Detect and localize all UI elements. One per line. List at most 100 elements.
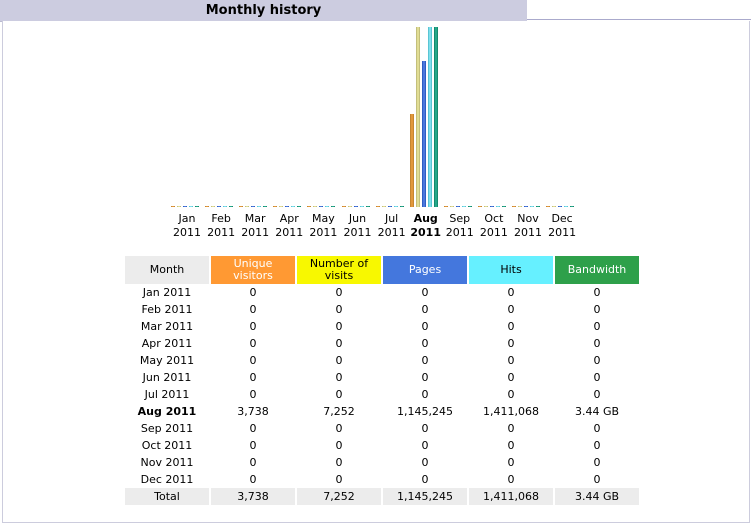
month-name: Jan — [178, 212, 196, 225]
total-hits-cell: 1,411,068 — [469, 488, 553, 505]
unique-visitors-bar — [273, 206, 278, 207]
x-axis-month-label: Oct 2011 — [477, 212, 511, 240]
pages-cell: 0 — [421, 439, 429, 452]
total-bandwidth-cell: 3.44 GB — [555, 488, 639, 505]
unique-visitors-cell: 0 — [249, 473, 257, 486]
table-row: Apr 2011 0 0 0 0 0 — [125, 335, 639, 352]
unique-visitors-bar — [546, 206, 551, 207]
bandwidth-bar — [195, 206, 199, 207]
x-axis-month-label: Aug 2011 — [409, 212, 443, 240]
x-axis-month-label: Jul 2011 — [375, 212, 409, 240]
table-row: Feb 2011 0 0 0 0 0 — [125, 301, 639, 318]
unique-visitors-bar — [512, 206, 516, 207]
bandwidth-cell: 0 — [593, 354, 601, 367]
unique-visitors-cell: 0 — [249, 320, 257, 333]
bandwidth-cell: 3.44 GB — [574, 405, 620, 418]
hits-cell: 0 — [507, 303, 515, 316]
pages-bar — [387, 206, 392, 207]
month-year: 2011 — [514, 226, 542, 239]
unique-visitors-bar — [341, 206, 346, 207]
x-axis-month-label: Jan 2011 — [170, 212, 204, 240]
visits-bar — [552, 206, 557, 207]
x-axis-month-label: Feb 2011 — [204, 212, 238, 240]
month-year: 2011 — [309, 226, 338, 239]
pages-cell: 0 — [421, 473, 429, 486]
x-axis-month-label: Mar 2011 — [238, 212, 272, 240]
bandwidth-cell: 0 — [593, 439, 601, 452]
total-month-cell: Total — [125, 488, 209, 505]
month-cell: Jul 2011 — [144, 388, 190, 401]
header-hits: Hits — [469, 256, 553, 284]
pages-cell: 0 — [421, 422, 429, 435]
hits-cell: 0 — [507, 473, 515, 486]
unique-visitors-bar — [205, 206, 210, 207]
month-year: 2011 — [173, 226, 201, 239]
hits-bar — [257, 206, 262, 207]
pages-bar — [524, 206, 528, 207]
unique-visitors-bar — [239, 206, 244, 207]
hits-bar — [359, 206, 364, 207]
visits-bar — [245, 206, 250, 207]
bandwidth-bar — [365, 206, 370, 207]
month-name: Feb — [211, 212, 231, 225]
visits-bar — [381, 206, 386, 207]
month-name: Apr — [279, 212, 299, 225]
month-cell: Jan 2011 — [142, 286, 192, 299]
hits-bar — [495, 206, 500, 207]
month-cell: Feb 2011 — [141, 303, 193, 316]
pages-bar — [455, 206, 460, 207]
unique-visitors-bar — [477, 206, 482, 207]
visits-cell: 0 — [335, 354, 343, 367]
month-year: 2011 — [343, 226, 372, 239]
pages-cell: 1,145,245 — [397, 405, 453, 418]
pages-bar — [558, 206, 563, 207]
bandwidth-cell: 0 — [593, 473, 601, 486]
month-cell: Oct 2011 — [141, 439, 193, 452]
total-unique-visitors-cell: 3,738 — [211, 488, 295, 505]
visits-cell: 0 — [335, 303, 343, 316]
pages-cell: 0 — [421, 388, 429, 401]
hits-cell: 0 — [507, 337, 515, 350]
hits-bar — [564, 206, 569, 207]
visits-cell: 0 — [335, 371, 343, 384]
visits-bar — [313, 206, 318, 207]
hits-cell: 0 — [507, 456, 515, 469]
month-name: Aug — [413, 212, 438, 225]
hits-bar — [189, 206, 193, 207]
month-cell: Mar 2011 — [140, 320, 194, 333]
table-row: Jun 2011 0 0 0 0 0 — [125, 369, 639, 386]
bandwidth-bar — [229, 206, 234, 207]
unique-visitors-cell: 0 — [249, 354, 257, 367]
unique-visitors-cell: 0 — [249, 337, 257, 350]
pages-bar — [421, 61, 426, 207]
x-axis-month-label: Apr 2011 — [272, 212, 306, 240]
month-name: Sep — [449, 212, 471, 225]
visits-cell: 7,252 — [323, 405, 355, 418]
pages-cell: 0 — [421, 286, 429, 299]
hits-bar — [461, 206, 466, 207]
month-cell: Sep 2011 — [140, 422, 194, 435]
unique-visitors-cell: 0 — [249, 371, 257, 384]
header-number-of-visits: Number of visits — [297, 256, 381, 284]
visits-bar — [449, 206, 454, 207]
month-year: 2011 — [377, 226, 406, 239]
unique-visitors-bar — [171, 206, 175, 207]
header-month: Month — [125, 256, 209, 284]
hits-cell: 0 — [507, 422, 515, 435]
bandwidth-cell: 0 — [593, 320, 601, 333]
hits-cell: 1,411,068 — [483, 405, 539, 418]
pages-bar — [285, 206, 290, 207]
bandwidth-cell: 0 — [593, 456, 601, 469]
total-row: Total 3,738 7,252 1,145,245 1,411,068 3.44 GB — [125, 488, 639, 505]
pages-bar — [251, 206, 256, 207]
table-row: May 2011 0 0 0 0 0 — [125, 352, 639, 369]
unique-visitors-bar — [375, 206, 380, 207]
month-name: Oct — [484, 212, 504, 225]
x-axis-month-label: Jun 2011 — [341, 212, 375, 240]
header-bandwidth: Bandwidth — [555, 256, 639, 284]
unique-visitors-cell: 0 — [249, 456, 257, 469]
bandwidth-bar — [297, 206, 302, 207]
month-year: 2011 — [548, 226, 577, 239]
month-name: Jul — [384, 212, 399, 225]
bandwidth-bar — [501, 206, 506, 207]
